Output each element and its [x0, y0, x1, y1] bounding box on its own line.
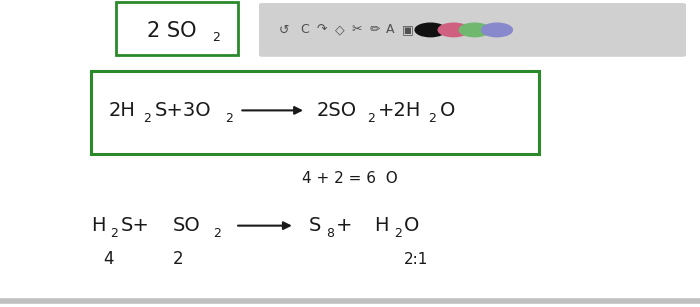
Text: 2: 2	[173, 251, 184, 268]
Text: 4: 4	[104, 251, 113, 268]
Text: 2: 2	[111, 227, 118, 240]
Text: S: S	[309, 216, 321, 235]
Text: S+: S+	[120, 216, 149, 235]
Text: A: A	[386, 23, 395, 37]
Text: H: H	[374, 216, 389, 235]
Text: O: O	[404, 216, 419, 235]
Text: O: O	[440, 101, 455, 120]
Text: 2H: 2H	[108, 101, 135, 120]
Text: H: H	[91, 216, 106, 235]
Text: ✏: ✏	[370, 23, 379, 37]
Text: ↷: ↷	[316, 23, 328, 37]
Text: 2: 2	[367, 112, 374, 126]
FancyBboxPatch shape	[91, 71, 539, 154]
Text: 8: 8	[326, 227, 334, 240]
Text: ✂: ✂	[351, 23, 363, 37]
Text: S+3O: S+3O	[155, 101, 211, 120]
Text: 2: 2	[428, 112, 436, 126]
FancyBboxPatch shape	[116, 2, 238, 55]
Text: ◇: ◇	[335, 23, 344, 37]
Text: 2: 2	[212, 31, 220, 44]
Text: SO: SO	[173, 216, 201, 235]
Text: +2H: +2H	[378, 101, 421, 120]
Text: 2: 2	[214, 227, 221, 240]
Text: 2 SO: 2 SO	[147, 21, 197, 41]
Text: C: C	[300, 23, 309, 37]
Text: 2SO: 2SO	[316, 101, 356, 120]
Text: 2: 2	[394, 227, 402, 240]
Text: 2:1: 2:1	[405, 252, 428, 267]
Text: ▣: ▣	[402, 23, 414, 37]
FancyBboxPatch shape	[259, 3, 686, 57]
Circle shape	[438, 23, 469, 37]
Circle shape	[482, 23, 512, 37]
Text: 2: 2	[144, 112, 151, 126]
Text: 4 + 2 = 6  O: 4 + 2 = 6 O	[302, 171, 398, 185]
Circle shape	[459, 23, 490, 37]
Text: 2: 2	[225, 112, 232, 126]
Circle shape	[415, 23, 446, 37]
Text: +: +	[336, 216, 353, 235]
Text: ↺: ↺	[279, 23, 288, 37]
